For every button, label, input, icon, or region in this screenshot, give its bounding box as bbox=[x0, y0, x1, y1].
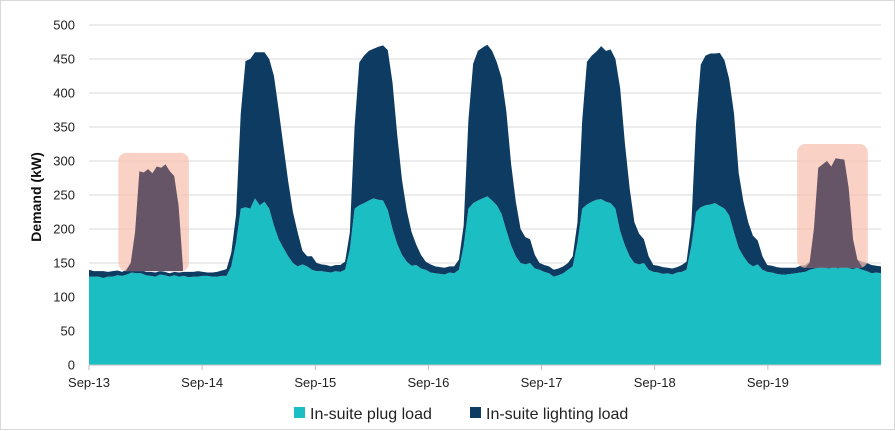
y-tick-label: 450 bbox=[53, 52, 75, 67]
y-tick-label: 250 bbox=[53, 188, 75, 203]
y-tick-label: 150 bbox=[53, 256, 75, 271]
y-tick-label: 300 bbox=[53, 154, 75, 169]
x-tick-label: Sep-13 bbox=[68, 375, 110, 390]
y-tick-label: 0 bbox=[68, 358, 75, 373]
x-tick-label: Sep-14 bbox=[181, 375, 223, 390]
x-tick-label: Sep-18 bbox=[634, 375, 676, 390]
highlight-overlay-area bbox=[126, 164, 183, 272]
legend: In-suite plug load In-suite lighting loa… bbox=[294, 406, 628, 423]
x-tick-label: Sep-15 bbox=[294, 375, 336, 390]
y-tick-label: 400 bbox=[53, 86, 75, 101]
area-series-plug-load bbox=[89, 196, 881, 365]
stacked-areas bbox=[89, 44, 881, 365]
x-tick-label: Sep-19 bbox=[747, 375, 789, 390]
axes: 0 50 100 150 200 250 300 350 400 450 500 Sep-13 Sep-… bbox=[53, 18, 881, 390]
x-tick-label: Sep-16 bbox=[407, 375, 449, 390]
x-tick-label: Sep-17 bbox=[521, 375, 563, 390]
legend-swatch-plug-load bbox=[294, 407, 305, 418]
y-axis-label: Demand (kW) bbox=[28, 152, 44, 241]
area-series-lighting-load bbox=[89, 44, 881, 278]
legend-swatch-lighting-load bbox=[470, 407, 481, 418]
y-tick-label: 500 bbox=[53, 18, 75, 33]
highlight-overlay-area bbox=[805, 158, 862, 268]
y-tick-label: 50 bbox=[61, 324, 75, 339]
y-tick-label: 100 bbox=[53, 290, 75, 305]
highlight-regions bbox=[118, 144, 868, 272]
y-tick-label: 350 bbox=[53, 120, 75, 135]
y-tick-label: 200 bbox=[53, 222, 75, 237]
legend-label-plug-load: In-suite plug load bbox=[310, 406, 432, 423]
legend-label-lighting-load: In-suite lighting load bbox=[486, 406, 628, 423]
